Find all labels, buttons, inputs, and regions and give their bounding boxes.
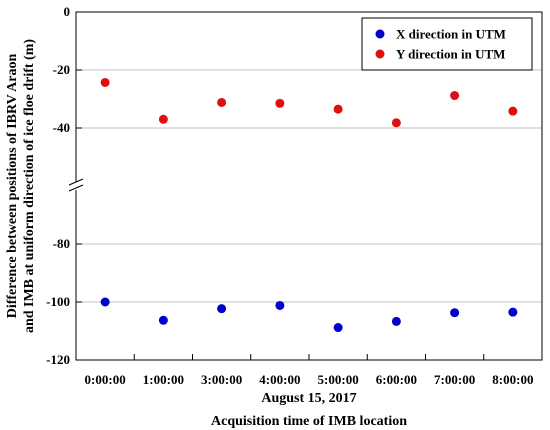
- data-point: [508, 307, 518, 317]
- x-tick-label: 0:00:00: [85, 372, 126, 387]
- data-points: [100, 77, 518, 333]
- x-axis-date-label: August 15, 2017: [261, 391, 356, 406]
- legend-marker: [375, 49, 385, 59]
- legend-marker: [375, 29, 385, 39]
- x-tick-label: 1:00:00: [143, 372, 184, 387]
- axis-break-slash: [68, 178, 84, 186]
- data-point: [217, 97, 227, 107]
- data-point: [100, 297, 110, 307]
- data-point: [100, 77, 110, 87]
- x-tick-label: 3:00:00: [201, 372, 242, 387]
- y-tick-label: 0: [64, 4, 71, 19]
- data-point: [450, 308, 460, 318]
- data-point: [333, 323, 343, 333]
- gridlines: [76, 69, 542, 303]
- y-axis-title-line-2: and IMB at uniform direction of ice floe…: [22, 39, 37, 333]
- data-point: [508, 106, 518, 116]
- y-tick-label: -20: [53, 62, 70, 77]
- x-tick-label: 5:00:00: [318, 372, 359, 387]
- legend-label: X direction in UTM: [396, 27, 506, 42]
- y-tick-label: -40: [53, 120, 70, 135]
- y-tick-label: -100: [46, 294, 70, 309]
- x-tick-label: 4:00:00: [259, 372, 300, 387]
- data-point: [275, 300, 285, 310]
- x-tick-label: 7:00:00: [434, 372, 475, 387]
- data-point: [333, 104, 343, 114]
- y-tick-label: -120: [46, 352, 70, 367]
- data-point: [275, 98, 285, 108]
- legend-label: Y direction in UTM: [396, 47, 505, 62]
- y-axis-ticks: 0 -20 -40 -80 -100 -120: [46, 4, 82, 367]
- axis-break-slash: [68, 184, 84, 192]
- x-axis-ticks: 0:00:00 1:00:00 3:00:00 4:00:00 5:00:00 6:00:…: [75, 354, 543, 387]
- axis-break-gap: [68, 182, 84, 190]
- x-tick-label: 8:00:00: [492, 372, 533, 387]
- legend: X direction in UTM Y direction in UTM: [361, 17, 533, 71]
- data-point: [450, 91, 460, 101]
- data-point: [158, 315, 168, 325]
- y-axis-title-line-1: Difference between positions of IBRV Ara…: [5, 53, 20, 318]
- x-tick-label: 6:00:00: [376, 372, 417, 387]
- y-tick-label: -80: [53, 236, 70, 251]
- data-point: [391, 316, 401, 326]
- data-point: [158, 114, 168, 124]
- x-axis-title: Acquisition time of IMB location: [211, 414, 407, 429]
- data-point: [217, 304, 227, 314]
- axis-break-mark: [68, 178, 84, 192]
- legend-box: [361, 17, 533, 71]
- data-point: [391, 118, 401, 128]
